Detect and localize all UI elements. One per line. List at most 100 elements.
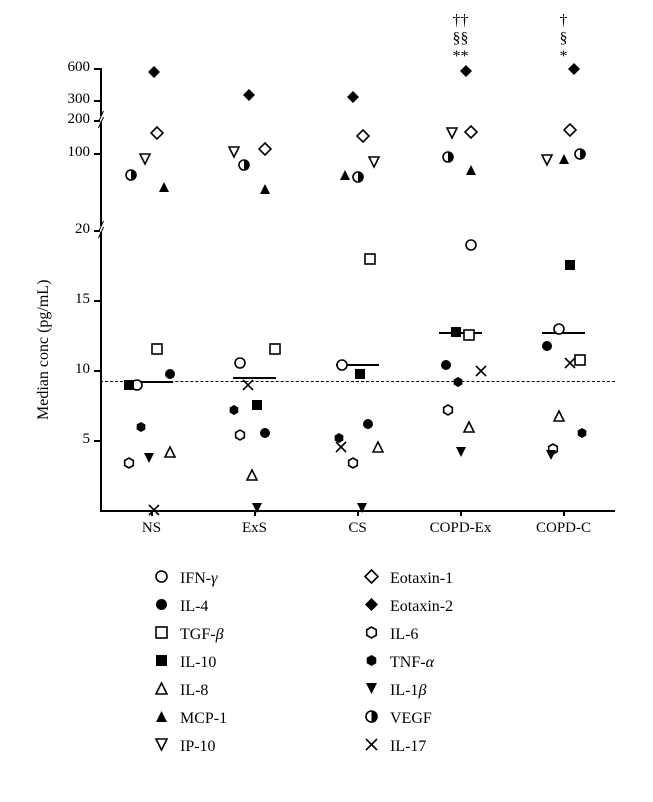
data-point: [234, 356, 246, 374]
legend-item: IP-10: [150, 738, 216, 756]
y-axis-title: Median conc (pg/mL): [35, 280, 53, 420]
data-point: [234, 428, 246, 446]
data-point: [148, 503, 160, 521]
x-category-label: CS: [348, 520, 366, 537]
data-point: [362, 417, 374, 435]
data-point: [269, 342, 281, 360]
legend-marker-icon: [360, 598, 382, 616]
legend-label: Eotaxin-2: [390, 598, 453, 616]
legend-marker-icon: [360, 626, 382, 644]
y-tick-label: 20: [10, 221, 90, 238]
data-point: [242, 378, 254, 396]
data-point: [143, 451, 155, 469]
legend-label: TGF-β: [180, 626, 224, 644]
data-point: [564, 123, 576, 141]
data-point: [553, 409, 565, 427]
data-point: [460, 64, 472, 82]
legend-marker-icon: [360, 570, 382, 588]
legend-item: IL-6: [360, 626, 418, 644]
data-point: [564, 258, 576, 276]
legend-label: VEGF: [390, 710, 432, 728]
x-category-label: ExS: [242, 520, 267, 537]
legend-item: VEGF: [360, 710, 432, 728]
legend-item: TNF-α: [360, 654, 434, 672]
cytokine-scatter-chart: 5101520100200300600Median conc (pg/mL)NS…: [10, 10, 653, 792]
legend-label: IL-8: [180, 682, 208, 700]
legend-item: TGF-β: [150, 626, 224, 644]
y-tick-label: 200: [10, 111, 90, 128]
data-point: [335, 440, 347, 458]
data-point: [339, 168, 351, 186]
data-point: [148, 65, 160, 83]
legend-marker-icon: [150, 710, 172, 728]
data-point: [545, 448, 557, 466]
data-point: [568, 62, 580, 80]
data-point: [139, 152, 151, 170]
legend-item: IL-4: [150, 598, 208, 616]
data-point: [450, 325, 462, 343]
legend-item: IFN-γ: [150, 570, 217, 588]
data-point: [364, 252, 376, 270]
legend-label: IL-10: [180, 654, 216, 672]
legend-marker-icon: [150, 654, 172, 672]
significance-marker: §§: [453, 30, 469, 48]
x-category-label: NS: [142, 520, 161, 537]
data-point: [356, 501, 368, 519]
data-point: [372, 440, 384, 458]
legend-item: IL-17: [360, 738, 426, 756]
y-tick-label: 600: [10, 59, 90, 76]
legend-label: IL-6: [390, 626, 418, 644]
data-point: [541, 153, 553, 171]
legend-label: MCP-1: [180, 710, 227, 728]
significance-marker: **: [453, 48, 469, 66]
data-point: [465, 125, 477, 143]
data-point: [347, 90, 359, 108]
data-point: [135, 420, 147, 438]
data-point: [123, 456, 135, 474]
data-point: [164, 367, 176, 385]
group-median-line: [233, 377, 276, 379]
legend-marker-icon: [150, 738, 172, 756]
significance-marker: †: [560, 12, 568, 30]
legend-label: IL-4: [180, 598, 208, 616]
significance-marker: §: [560, 30, 568, 48]
data-point: [455, 445, 467, 463]
data-point: [541, 339, 553, 357]
data-point: [347, 456, 359, 474]
data-point: [336, 358, 348, 376]
significance-marker: *: [560, 48, 568, 66]
legend-marker-icon: [360, 682, 382, 700]
legend-item: IL-10: [150, 654, 216, 672]
data-point: [228, 403, 240, 421]
data-point: [354, 367, 366, 385]
data-point: [564, 356, 576, 374]
data-point: [259, 426, 271, 444]
legend-item: MCP-1: [150, 710, 227, 728]
data-point: [576, 426, 588, 444]
data-point: [164, 445, 176, 463]
data-point: [259, 142, 271, 160]
legend-marker-icon: [150, 626, 172, 644]
data-point: [463, 420, 475, 438]
x-category-label: COPD-C: [536, 520, 591, 537]
data-point: [442, 150, 454, 168]
legend-label: TNF-α: [390, 654, 434, 672]
data-point: [243, 88, 255, 106]
data-point: [475, 364, 487, 382]
legend-marker-icon: [150, 598, 172, 616]
data-point: [465, 163, 477, 181]
legend-label: IL-17: [390, 738, 426, 756]
legend-marker-icon: [360, 654, 382, 672]
data-point: [251, 398, 263, 416]
data-point: [158, 180, 170, 198]
legend-label: IL-1β: [390, 682, 426, 700]
data-point: [446, 126, 458, 144]
legend-label: IP-10: [180, 738, 216, 756]
data-point: [352, 170, 364, 188]
legend-marker-icon: [360, 710, 382, 728]
data-point: [574, 147, 586, 165]
data-point: [151, 126, 163, 144]
legend-item: Eotaxin-2: [360, 598, 453, 616]
data-point: [123, 378, 135, 396]
x-category-label: COPD-Ex: [430, 520, 492, 537]
